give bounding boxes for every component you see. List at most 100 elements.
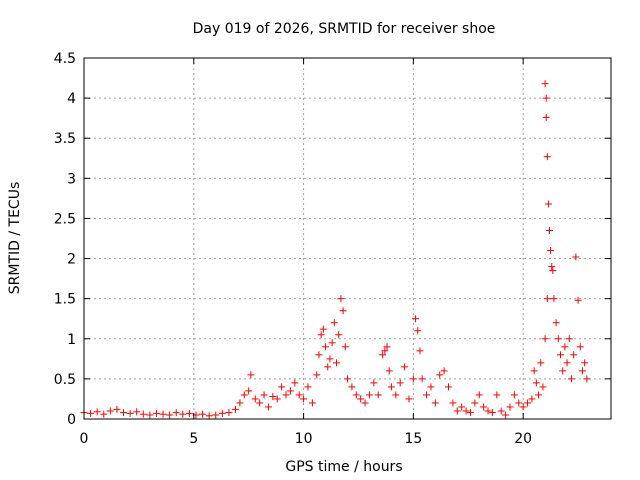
data-point [548,263,556,271]
data-point [544,200,552,208]
data-point [475,391,483,399]
data-point [381,347,389,355]
data-point [466,409,474,417]
data-point [339,307,347,315]
data-point [152,409,160,417]
data-point [462,407,470,415]
data-point [541,335,549,343]
data-point [236,399,244,407]
data-point [559,367,567,375]
data-point [561,343,569,351]
data-point [199,410,207,418]
data-point [383,343,391,351]
data-point [126,409,134,417]
data-point [542,113,550,121]
data-point [185,409,193,417]
data-point [539,383,547,391]
x-tick-label: 5 [189,431,198,447]
data-point [405,395,413,403]
data-point [328,339,336,347]
y-tick-label: 1.5 [54,292,76,308]
plot-frame [83,57,612,420]
data-point [251,395,259,403]
data-point [273,395,281,403]
data-point [313,371,321,379]
data-point [139,410,147,418]
data-point [409,375,417,383]
y-tick-label: 2.5 [54,211,76,227]
data-point [87,409,95,417]
data-point [572,253,580,261]
data-point [133,408,141,416]
y-tick-label: 3 [67,171,76,187]
data-point [416,347,424,355]
data-point [549,267,557,275]
y-tick-label: 1 [67,332,76,348]
data-point [535,391,543,399]
data-points [80,80,591,420]
axes: 0 0.5 1 1.5 2 2.5 3 3.5 4 4.5 0 5 10 15 20 [54,51,611,447]
data-point [530,367,538,375]
data-point [304,383,312,391]
data-point [414,327,422,335]
data-point [357,395,365,403]
data-point [546,226,554,234]
data-point [286,387,294,395]
data-point [581,359,589,367]
data-point [365,391,373,399]
data-point [361,399,369,407]
y-tick-label: 2 [67,252,76,268]
data-point [179,410,187,418]
data-point [510,391,518,399]
data-point [537,359,545,367]
data-point [570,351,578,359]
data-point [515,399,523,407]
data-point [453,407,461,415]
data-point [212,411,220,419]
data-point [344,375,351,383]
data-point [379,351,387,359]
data-point [497,407,505,415]
x-tick-label: 10 [295,431,313,447]
data-point [524,399,532,407]
data-point [565,335,573,343]
data-point [300,395,308,403]
data-point [576,343,584,351]
data-point [264,403,272,411]
x-tick-label: 15 [404,431,422,447]
data-point [374,391,382,399]
y-tick-label: 0.5 [54,372,76,388]
data-point [427,383,435,391]
data-point [519,403,527,411]
data-point [547,247,555,255]
data-point [205,412,213,420]
data-point [385,367,393,375]
data-point [412,315,420,323]
data-point [322,343,330,351]
data-point [232,405,240,413]
data-point [552,319,560,327]
data-point [282,391,290,399]
data-point [225,409,233,417]
data-point [269,393,277,401]
data-point [240,391,248,399]
data-point [324,363,332,371]
data-point [471,399,479,407]
x-axis-label: GPS time / hours [285,459,402,475]
data-point [315,351,323,359]
data-point [578,367,586,375]
data-point [291,379,299,387]
data-point [401,363,409,371]
data-point [543,153,551,161]
data-point [100,410,108,418]
y-axis-label: SRMTID / TECUs [7,182,23,295]
x-tick-label: 20 [514,431,532,447]
data-point [341,343,349,351]
data-point [370,379,378,387]
data-point [436,371,444,379]
gridlines [84,58,611,419]
y-tick-label: 4 [67,91,76,107]
data-point [166,411,174,419]
data-point [445,383,453,391]
